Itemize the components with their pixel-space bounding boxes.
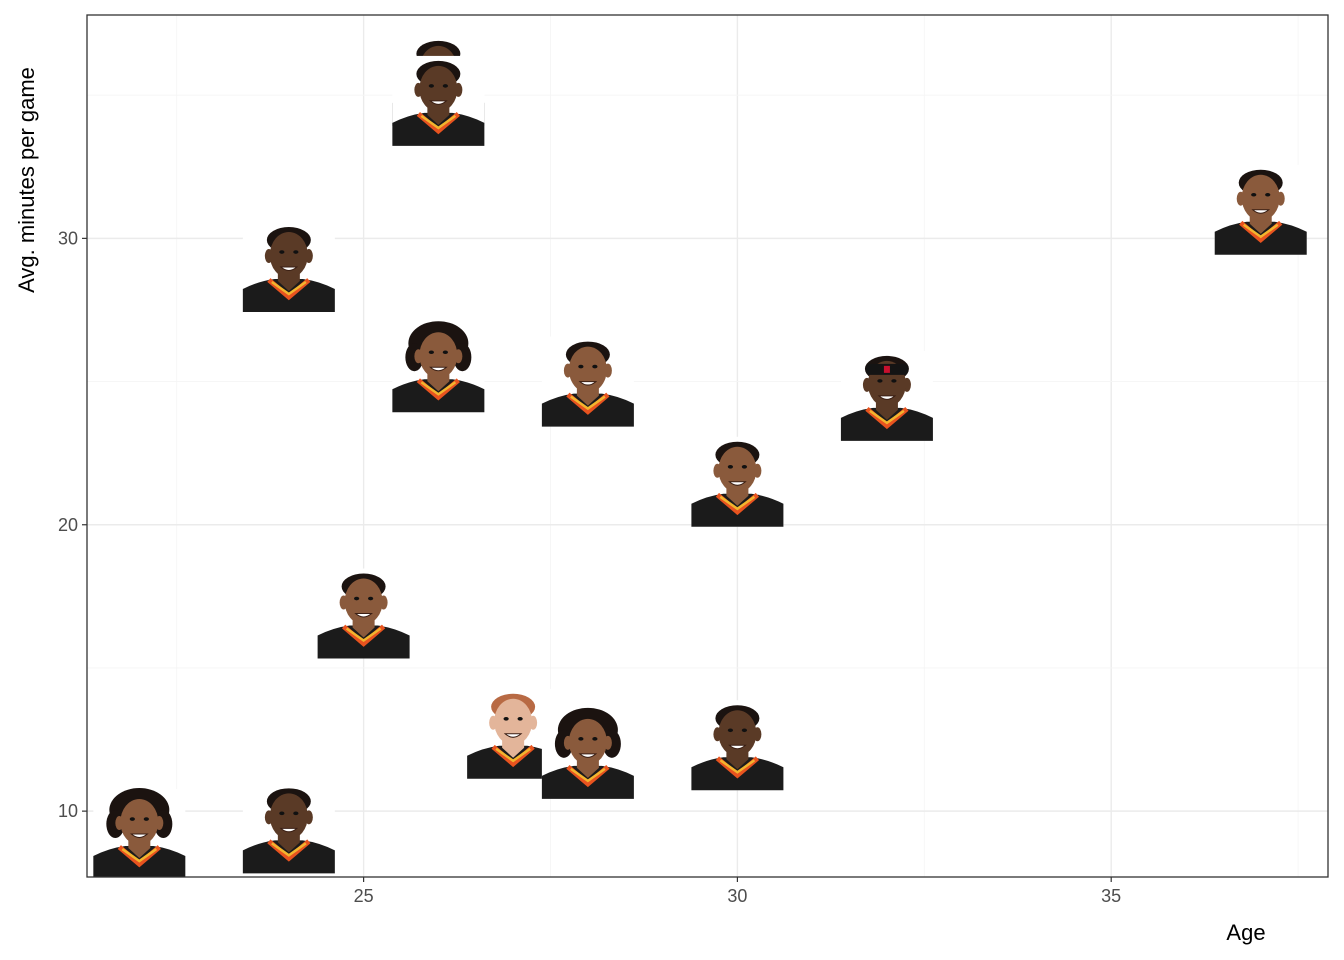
- x-axis-title: Age: [1226, 920, 1265, 945]
- player-headshot-point: [541, 707, 634, 799]
- x-tick-label: 35: [1101, 886, 1121, 906]
- player-headshot-point: [317, 568, 410, 659]
- player-headshot-point: [691, 700, 784, 791]
- x-tick-label: 30: [727, 886, 747, 906]
- player-headshot-point: [691, 436, 784, 527]
- y-tick-label: 20: [58, 515, 78, 535]
- player-headshot-point: [541, 336, 634, 427]
- x-tick-label: 25: [354, 886, 374, 906]
- player-headshot-point: [242, 222, 335, 313]
- player-headshot-point: [392, 55, 485, 146]
- player-headshot-point: [1214, 164, 1307, 255]
- y-axis-title: Avg. minutes per game: [14, 67, 39, 293]
- y-tick-label: 30: [58, 228, 78, 248]
- data-points: [93, 35, 1307, 877]
- player-headshot-point: [93, 788, 186, 877]
- panel-border: [86, 14, 1329, 878]
- player-headshot-point: [242, 783, 335, 874]
- player-headshot-point: [840, 350, 933, 441]
- axis-ticks: 25 30 35 10 20 30: [58, 228, 1121, 906]
- player-headshot-point: [392, 321, 485, 413]
- y-tick-label: 10: [58, 801, 78, 821]
